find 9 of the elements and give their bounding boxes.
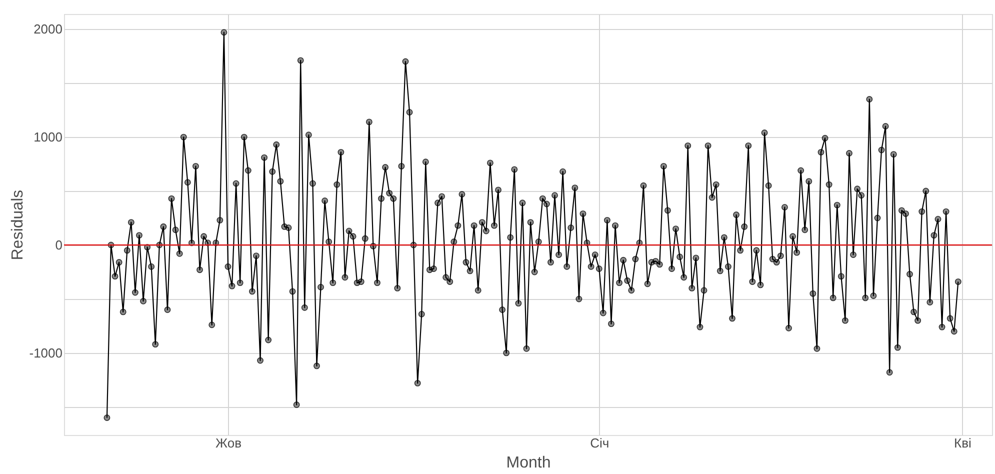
y-axis-title: Residuals [9, 190, 26, 260]
y-tick-label: 0 [55, 238, 62, 253]
y-tick-label: -1000 [29, 345, 62, 360]
x-tick-label: Жов [215, 436, 242, 450]
x-axis-title: Month [506, 454, 551, 472]
y-tick-label: 1000 [34, 130, 62, 145]
y-tick-label: 2000 [34, 22, 62, 37]
x-tick-label: Січ [590, 436, 610, 450]
x-tick-label: Кві [954, 436, 972, 450]
